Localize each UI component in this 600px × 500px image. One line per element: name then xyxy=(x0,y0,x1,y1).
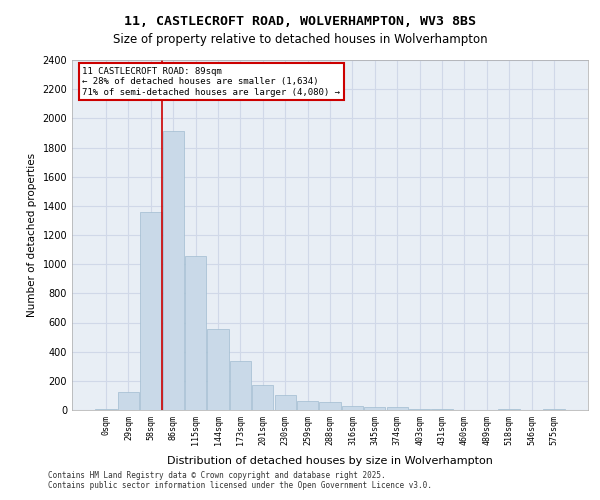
Bar xyxy=(208,329,229,410)
Text: Size of property relative to detached houses in Wolverhampton: Size of property relative to detached ho… xyxy=(113,32,487,46)
Bar xyxy=(185,256,206,410)
Bar xyxy=(230,361,251,410)
Y-axis label: Number of detached properties: Number of detached properties xyxy=(27,153,37,317)
Bar xyxy=(252,385,274,410)
Bar xyxy=(140,212,161,410)
Text: 11, CASTLECROFT ROAD, WOLVERHAMPTON, WV3 8BS: 11, CASTLECROFT ROAD, WOLVERHAMPTON, WV3… xyxy=(124,15,476,28)
Text: Contains HM Land Registry data © Crown copyright and database right 2025.
Contai: Contains HM Land Registry data © Crown c… xyxy=(48,470,432,490)
X-axis label: Distribution of detached houses by size in Wolverhampton: Distribution of detached houses by size … xyxy=(167,456,493,466)
Bar xyxy=(275,394,296,410)
Bar xyxy=(342,406,363,410)
Bar xyxy=(319,402,341,410)
Bar xyxy=(364,407,385,410)
Bar xyxy=(118,392,139,410)
Bar xyxy=(386,408,408,410)
Text: 11 CASTLECROFT ROAD: 89sqm
← 28% of detached houses are smaller (1,634)
71% of s: 11 CASTLECROFT ROAD: 89sqm ← 28% of deta… xyxy=(82,67,340,97)
Bar xyxy=(409,408,430,410)
Bar xyxy=(297,401,318,410)
Bar xyxy=(95,408,117,410)
Bar xyxy=(163,132,184,410)
